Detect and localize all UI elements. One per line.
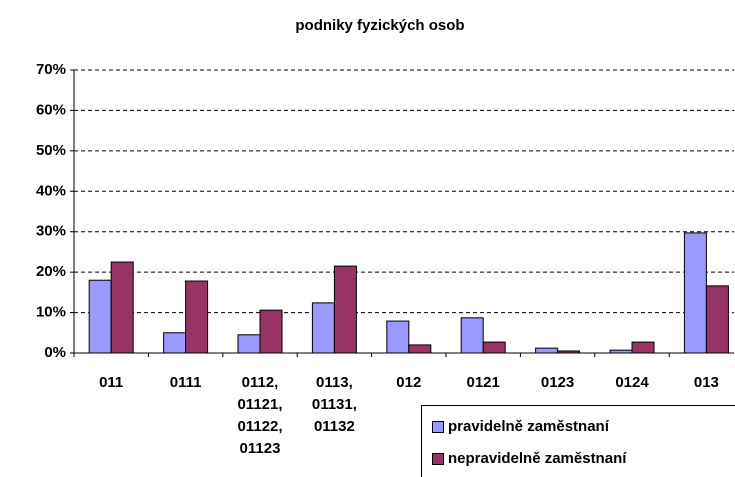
y-tick-label: 50% xyxy=(36,142,66,159)
bar xyxy=(185,280,209,354)
bar xyxy=(705,285,729,354)
bar xyxy=(237,334,261,354)
bar xyxy=(333,265,357,354)
bar xyxy=(88,279,112,354)
legend-label: pravidelně zaměstnaní xyxy=(448,418,609,435)
legend-item: nepravidelně zaměstnaní xyxy=(432,450,626,467)
x-tick-label: 0121 xyxy=(466,374,500,391)
bar xyxy=(163,332,187,354)
x-tick-label: 0123 xyxy=(540,374,575,391)
y-tick-label: 70% xyxy=(36,61,66,78)
bar xyxy=(408,344,432,354)
legend: pravidelně zaměstnaní nepravidelně zaměst… xyxy=(421,405,735,477)
x-tick-label: 013 xyxy=(693,374,719,391)
bar xyxy=(683,232,707,354)
bar xyxy=(460,317,484,354)
x-tick-label: 0112, 01121, 01122, 01123 xyxy=(237,374,283,457)
bar xyxy=(259,309,283,354)
bar xyxy=(311,302,335,354)
x-tick-label: 012 xyxy=(396,374,422,391)
chart-title: podniky fyzických osob xyxy=(295,17,464,34)
legend-label: nepravidelně zaměstnaní xyxy=(448,450,627,467)
x-tick-label: 011 xyxy=(99,374,124,391)
bar xyxy=(631,341,655,354)
bar xyxy=(386,320,410,354)
x-tick-label: 0113, 01131, 01132 xyxy=(311,374,357,435)
y-tick-label: 0% xyxy=(44,344,66,361)
bar xyxy=(535,347,559,354)
y-tick-label: 30% xyxy=(36,223,66,240)
bar xyxy=(482,341,506,354)
bar xyxy=(110,261,134,354)
x-tick-label: 0124 xyxy=(615,374,649,391)
y-tick-label: 20% xyxy=(36,263,66,280)
x-tick-label: 0111 xyxy=(169,374,202,391)
y-tick-label: 10% xyxy=(36,304,66,321)
legend-swatch xyxy=(432,420,444,433)
y-tick-label: 40% xyxy=(36,182,66,199)
legend-item: pravidelně zaměstnaní xyxy=(432,418,609,435)
y-tick-label: 60% xyxy=(36,101,66,118)
legend-swatch xyxy=(432,452,444,465)
